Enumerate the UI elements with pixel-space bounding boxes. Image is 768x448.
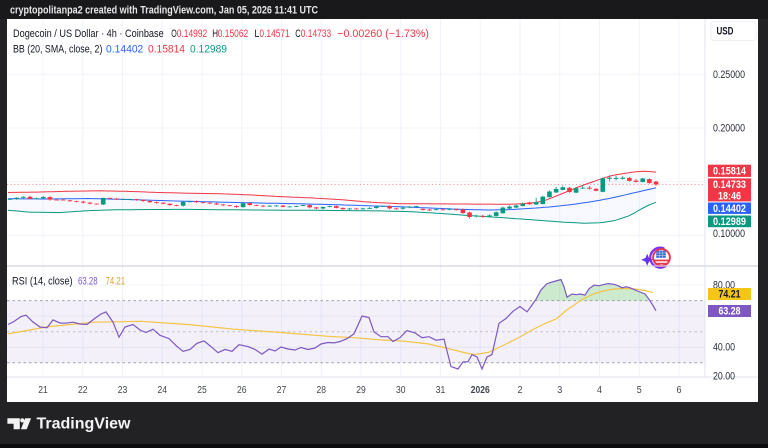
- svg-text:25: 25: [197, 385, 207, 396]
- svg-text:0.14733: 0.14733: [301, 28, 331, 40]
- svg-text:0.15814: 0.15814: [713, 165, 747, 177]
- svg-text:5: 5: [637, 385, 642, 396]
- svg-text:L: L: [255, 28, 260, 40]
- svg-text:6: 6: [677, 385, 682, 396]
- svg-text:cryptopolitanpa2 created with: cryptopolitanpa2 created with TradingVie…: [10, 5, 318, 17]
- svg-text:74.21: 74.21: [719, 289, 741, 301]
- svg-text:0.20000: 0.20000: [713, 123, 745, 135]
- svg-text:TradingView: TradingView: [37, 416, 132, 433]
- svg-text:31: 31: [436, 385, 446, 396]
- svg-text:30: 30: [396, 385, 406, 396]
- svg-text:0.14402: 0.14402: [106, 44, 143, 56]
- svg-text:23: 23: [118, 385, 128, 396]
- svg-text:27: 27: [277, 385, 287, 396]
- svg-text:22: 22: [78, 385, 88, 396]
- svg-text:0.14402: 0.14402: [713, 203, 746, 215]
- svg-text:2026: 2026: [471, 385, 490, 396]
- svg-text:29: 29: [356, 385, 366, 396]
- svg-text:0.14992: 0.14992: [177, 28, 207, 40]
- svg-text:USD: USD: [717, 26, 734, 38]
- svg-text:0.14571: 0.14571: [259, 28, 289, 40]
- svg-text:26: 26: [237, 385, 247, 396]
- svg-text:18:46: 18:46: [718, 190, 741, 202]
- svg-text:C: C: [295, 28, 301, 40]
- svg-text:H: H: [212, 28, 218, 40]
- svg-text:3: 3: [557, 385, 562, 396]
- svg-text:Dogecoin / US Dollar · 4h · Co: Dogecoin / US Dollar · 4h · Coinbase: [13, 28, 164, 40]
- svg-text:21: 21: [38, 385, 48, 396]
- svg-text:BB (20, SMA, close, 2): BB (20, SMA, close, 2): [13, 44, 102, 56]
- svg-text:40.00: 40.00: [713, 342, 735, 354]
- svg-text:0.15814: 0.15814: [148, 44, 185, 56]
- svg-text:−0.00260 (−1.73%): −0.00260 (−1.73%): [337, 28, 429, 40]
- svg-text:0.10000: 0.10000: [713, 228, 745, 240]
- svg-text:4: 4: [597, 385, 602, 396]
- svg-text:2: 2: [518, 385, 523, 396]
- svg-text:24: 24: [158, 385, 168, 396]
- svg-text:63.28: 63.28: [719, 306, 741, 318]
- svg-text:28: 28: [317, 385, 327, 396]
- svg-text:0.12989: 0.12989: [190, 44, 227, 56]
- svg-text:0.12989: 0.12989: [713, 216, 746, 228]
- svg-text:RSI (14, close): RSI (14, close): [12, 276, 73, 288]
- svg-text:0.15062: 0.15062: [218, 28, 248, 40]
- svg-text:0.25000: 0.25000: [713, 69, 745, 81]
- svg-text:63.28: 63.28: [78, 276, 98, 288]
- svg-text:O: O: [171, 28, 177, 40]
- svg-text:74.21: 74.21: [106, 276, 126, 288]
- svg-text:20.00: 20.00: [713, 371, 735, 383]
- svg-text:0.14733: 0.14733: [713, 179, 746, 191]
